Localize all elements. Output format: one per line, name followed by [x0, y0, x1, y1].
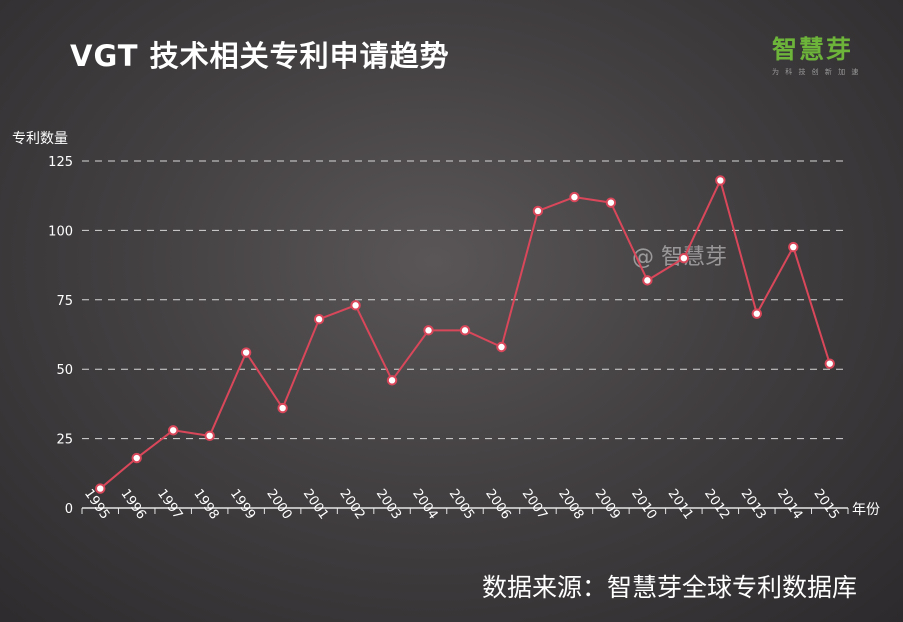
- x-tick-label: 2011: [665, 487, 696, 523]
- x-tick-label: 2000: [263, 487, 294, 523]
- grid-lines: [82, 160, 848, 440]
- x-tick-label: 2006: [482, 487, 513, 523]
- data-point: [605, 197, 617, 208]
- data-source-note: 数据来源：智慧芽全球专利数据库: [481, 573, 857, 602]
- brand-logo: 智慧芽 为 科 技 创 新 加 速: [772, 30, 864, 77]
- logo-tagline: 为 科 技 创 新 加 速: [772, 68, 861, 76]
- data-point: [240, 347, 252, 358]
- data-point: [824, 358, 835, 369]
- data-point: [715, 175, 726, 186]
- data-point: [788, 241, 799, 253]
- y-tick-label: 75: [56, 294, 73, 309]
- y-tick-label: 0: [65, 502, 73, 517]
- data-point: [532, 205, 544, 217]
- x-tick-labels: 1995 1996 1997 1998 1999 2000 2001 2002 2003 2004…: [81, 487, 842, 523]
- x-tick-label: 2001: [300, 487, 331, 523]
- data-point: [459, 325, 471, 336]
- data-point: [386, 375, 398, 386]
- x-axis: [81, 507, 849, 514]
- x-tick-label: 2008: [555, 487, 586, 523]
- data-point: [496, 341, 507, 353]
- data-point: [569, 191, 580, 203]
- data-point: [642, 275, 653, 286]
- data-points: [95, 175, 835, 494]
- x-tick-label: 2013: [738, 487, 769, 523]
- x-tick-label: 1997: [154, 487, 185, 523]
- y-axis-label: 专利数量: [12, 131, 68, 147]
- logo-name: 智慧芽: [772, 35, 854, 64]
- data-point: [350, 300, 361, 311]
- y-tick-label: 125: [48, 155, 73, 170]
- x-tick-label: 2012: [701, 487, 732, 523]
- y-tick-label: 50: [56, 363, 73, 378]
- x-tick-label: 2003: [373, 487, 404, 523]
- x-tick-label: 2002: [336, 487, 367, 523]
- x-tick-label: 2010: [628, 487, 659, 523]
- data-point: [95, 483, 106, 494]
- x-tick-label: 2009: [592, 487, 623, 523]
- x-axis-label: 年份: [852, 502, 880, 518]
- data-point: [678, 252, 690, 264]
- data-point: [423, 325, 434, 336]
- data-point: [277, 402, 288, 414]
- data-point: [167, 425, 179, 436]
- x-tick-label: 2015: [811, 487, 842, 523]
- x-tick-label: 2005: [446, 487, 477, 523]
- data-point: [313, 314, 325, 325]
- chart-title: VGT 技术相关专利申请趋势: [70, 39, 450, 73]
- x-tick-label: 1998: [190, 487, 221, 523]
- data-point: [204, 430, 215, 442]
- data-point: [751, 308, 763, 319]
- y-tick-labels: 0 25 50 75 100 125: [48, 155, 73, 517]
- x-tick-label: 2004: [409, 487, 440, 523]
- y-tick-label: 25: [56, 433, 73, 448]
- data-point: [131, 452, 142, 464]
- x-tick-label: 1996: [117, 487, 148, 523]
- x-tick-label: 2014: [774, 487, 805, 523]
- x-tick-label: 2007: [519, 487, 550, 523]
- y-tick-label: 100: [48, 224, 73, 239]
- x-tick-label: 1999: [227, 487, 258, 523]
